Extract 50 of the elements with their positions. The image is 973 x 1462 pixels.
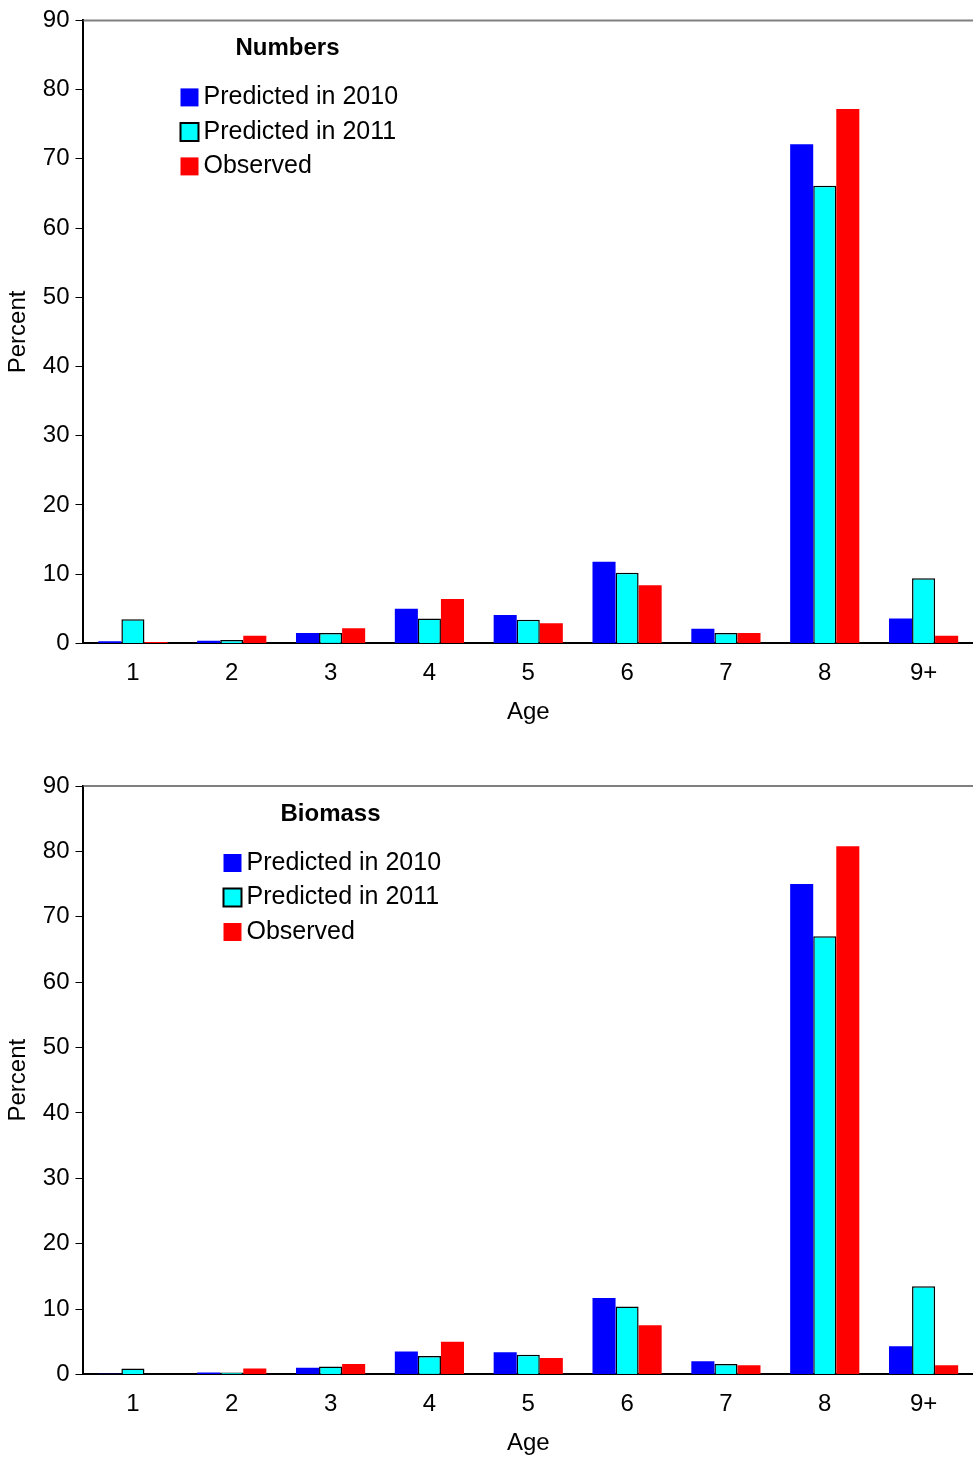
text: Biomass [280,798,381,826]
y-tick-label: 30 [42,1162,70,1190]
x-tick-label: 1 [126,1389,140,1417]
x-tick-label: 2 [225,658,239,686]
y-tick-label: 10 [42,558,70,586]
y-axis-title: Percent [3,1038,31,1122]
x-tick-label: 7 [719,658,733,686]
y-tick-label: 60 [42,212,70,240]
y-tick-label: 40 [42,351,70,379]
x-axis-title: Age [506,697,550,725]
y-tick-label: 0 [56,1359,70,1387]
legend-label: Observed [203,150,312,179]
x-tick-label: 4 [422,658,437,686]
y-tick-label: 60 [42,966,70,994]
x-tick-label: 5 [521,658,535,686]
x-tick-label: 3 [323,658,338,686]
y-tick-label: 40 [42,1097,70,1125]
y-tick-label: 70 [42,901,70,929]
y-tick-label: 0 [56,628,70,656]
x-tick-label: 6 [620,1389,634,1417]
legend-label: Predicted in 2010 [203,81,399,110]
legend-label: Predicted in 2011 [246,881,440,910]
x-tick-label: 2 [225,1389,239,1417]
x-tick-label: 4 [422,1389,437,1417]
x-tick-label: 5 [521,1389,535,1417]
y-tick-label: 80 [42,836,70,863]
y-tick-label: 90 [42,5,70,33]
x-tick-label: 9+ [909,658,938,686]
y-axis-title: Percent [3,290,31,374]
y-tick-label: 80 [42,74,70,102]
x-tick-label: 8 [818,1389,832,1417]
legend-label: Predicted in 2011 [203,115,397,144]
legend-label: Predicted in 2010 [246,846,442,875]
x-tick-label: 7 [719,1389,733,1417]
legend-label: Observed [246,915,355,944]
y-tick-label: 50 [42,1032,70,1060]
y-tick-label: 90 [42,770,70,798]
x-tick-label: 9+ [909,1389,938,1417]
x-tick-label: 1 [126,658,140,686]
y-tick-label: 30 [42,420,70,448]
x-tick-label: 3 [323,1389,338,1417]
y-tick-label: 20 [42,1228,70,1256]
x-axis-title: Age [506,1428,550,1456]
y-tick-label: 10 [42,1293,70,1321]
x-tick-label: 6 [620,658,634,686]
text: Numbers [235,33,340,61]
x-tick-label: 8 [818,658,832,686]
y-tick-label: 20 [42,489,70,517]
y-tick-label: 70 [42,143,70,171]
y-tick-label: 50 [42,281,70,309]
